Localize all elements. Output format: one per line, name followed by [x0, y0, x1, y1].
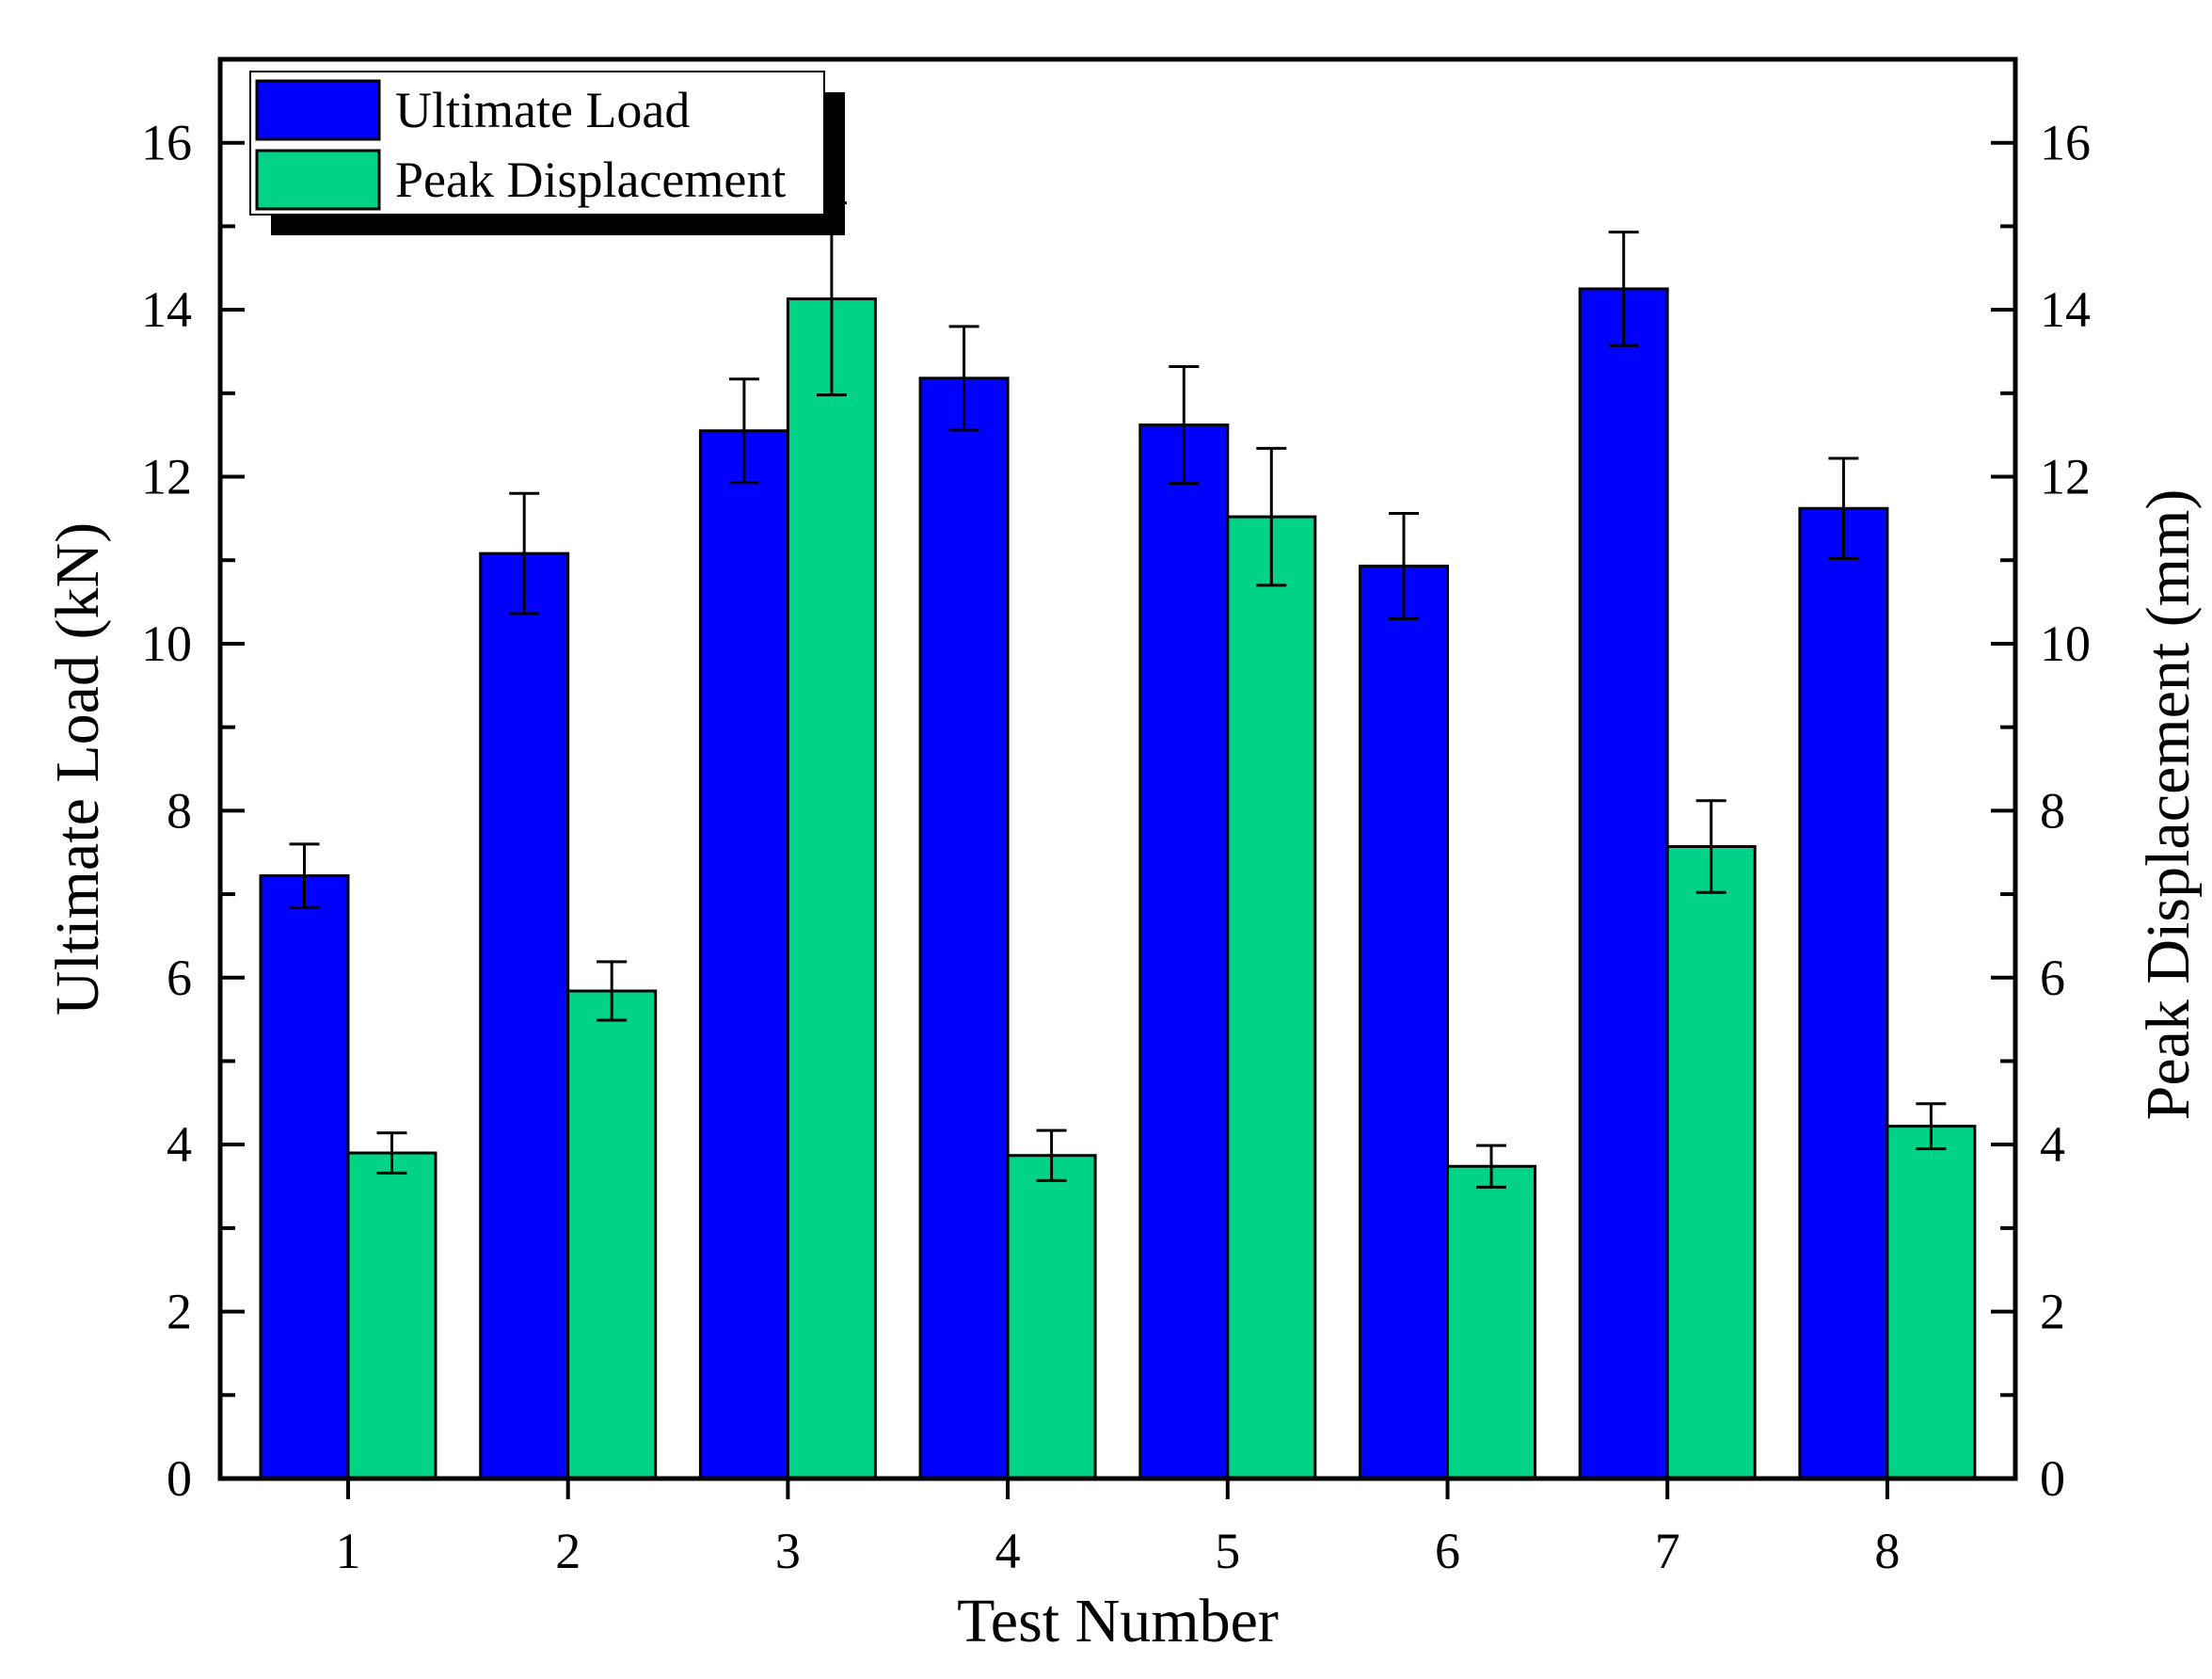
error-bar-ultimate-load-test-3: [728, 377, 759, 485]
plot-frame: [217, 56, 2018, 1481]
y-tick-label-right: 4: [2040, 1116, 2065, 1173]
bar-peak-displacement-test-8: [1886, 1125, 1977, 1480]
bar-ultimate-load-test-4: [918, 376, 1010, 1480]
error-bar-peak-displacement-test-5: [1256, 446, 1287, 587]
bar-ultimate-load-test-2: [479, 552, 570, 1480]
legend: Ultimate Load Peak Displacement: [249, 71, 845, 235]
error-bar-ultimate-load-test-5: [1169, 364, 1200, 486]
error-bar-ultimate-load-test-4: [948, 325, 979, 432]
y-tick-label-right: 8: [2040, 782, 2065, 839]
y-tick-label-left: 2: [167, 1284, 192, 1340]
y-tick-label-right: 2: [2040, 1284, 2065, 1340]
y-tick-label-left: 6: [167, 950, 192, 1006]
x-tick-label-6: 6: [1435, 1523, 1460, 1579]
error-bar-peak-displacement-test-6: [1476, 1143, 1506, 1189]
y-axis-title-left: Ultimate Load (kN): [43, 522, 112, 1015]
x-tick-label-1: 1: [336, 1523, 361, 1579]
y-tick-label-left: 12: [141, 449, 192, 505]
y-tick-label-left: 8: [167, 782, 192, 839]
legend-label-peak-displacement: Peak Displacement: [395, 152, 786, 208]
bar-peak-displacement-test-6: [1446, 1164, 1536, 1480]
bar-peak-displacement-test-5: [1226, 515, 1317, 1480]
y-tick-label-left: 0: [167, 1450, 192, 1507]
y-tick-label-right: 6: [2040, 950, 2065, 1006]
y-axis-title-right: Peak Displacement (mm): [2134, 489, 2203, 1121]
x-tick-label-7: 7: [1655, 1523, 1680, 1579]
error-bar-peak-displacement-test-4: [1036, 1128, 1067, 1182]
x-axis-title: Test Number: [957, 1587, 1279, 1655]
bar-peak-displacement-test-3: [786, 297, 877, 1480]
y-tick-label-right: 0: [2040, 1450, 2065, 1507]
y-tick-label-right: 12: [2040, 449, 2091, 505]
x-tick-label-3: 3: [775, 1523, 801, 1579]
error-bar-peak-displacement-test-8: [1916, 1102, 1947, 1151]
y-tick-label-right: 10: [2040, 616, 2091, 672]
bar-ultimate-load-test-7: [1578, 287, 1669, 1480]
bar-peak-displacement-test-7: [1665, 844, 1757, 1480]
bar-ultimate-load-test-5: [1138, 424, 1230, 1480]
y-tick-label-right: 14: [2040, 281, 2091, 338]
y-tick-label-left: 16: [141, 115, 192, 171]
bar-ultimate-load-test-1: [259, 874, 350, 1480]
bar-peak-displacement-test-1: [346, 1151, 438, 1480]
error-bar-peak-displacement-test-7: [1695, 799, 1727, 894]
legend-label-ultimate-load: Ultimate Load: [395, 82, 690, 138]
error-bar-ultimate-load-test-8: [1828, 456, 1859, 560]
x-tick-label-8: 8: [1874, 1523, 1900, 1579]
error-bar-ultimate-load-test-1: [289, 842, 320, 909]
error-bar-ultimate-load-test-7: [1608, 231, 1639, 347]
error-bar-ultimate-load-test-2: [509, 491, 540, 616]
error-bar-peak-displacement-test-2: [597, 960, 628, 1022]
y-tick-label-left: 10: [141, 616, 192, 672]
y-tick-label-right: 16: [2040, 115, 2091, 171]
ticks-layer: [220, 57, 2015, 1499]
x-tick-label-4: 4: [995, 1523, 1021, 1579]
x-tick-label-2: 2: [555, 1523, 581, 1579]
legend-swatch-ultimate-load: [255, 79, 381, 141]
bar-peak-displacement-test-4: [1006, 1154, 1097, 1480]
bars-layer: [259, 287, 1977, 1480]
bar-peak-displacement-test-2: [566, 989, 658, 1480]
bar-ultimate-load-test-6: [1359, 564, 1449, 1480]
bar-ultimate-load-test-8: [1798, 506, 1889, 1480]
error-bar-peak-displacement-test-1: [376, 1131, 407, 1175]
bar-ultimate-load-test-3: [698, 429, 789, 1480]
y-tick-label-left: 14: [141, 281, 192, 338]
legend-swatch-peak-displacement: [255, 149, 381, 211]
y-tick-label-left: 4: [167, 1116, 192, 1173]
x-tick-label-5: 5: [1215, 1523, 1240, 1579]
error-bar-ultimate-load-test-6: [1389, 512, 1419, 620]
